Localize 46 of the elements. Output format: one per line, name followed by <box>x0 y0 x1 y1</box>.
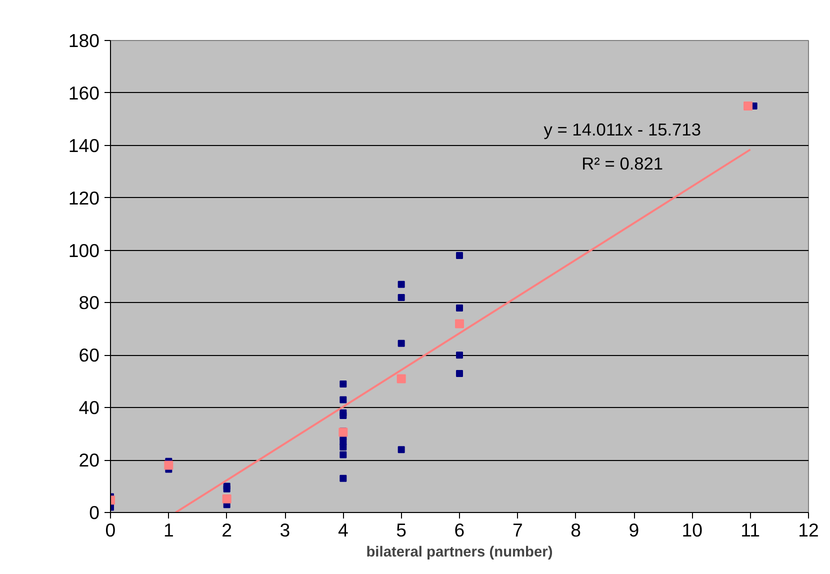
x-tick-label: 10 <box>682 520 703 540</box>
point <box>340 380 347 388</box>
point <box>456 370 463 378</box>
x-axis-title: bilateral partners (number) <box>366 544 553 560</box>
x-tick-label: 0 <box>105 520 116 540</box>
point <box>744 102 753 111</box>
point <box>340 396 347 404</box>
point <box>398 340 405 347</box>
point <box>455 319 464 328</box>
x-tick-label: 3 <box>280 520 290 540</box>
point <box>398 446 405 454</box>
point <box>164 460 174 470</box>
y-tick-label: 0 <box>89 502 100 523</box>
x-tick-label: 5 <box>396 520 407 540</box>
point <box>456 304 463 312</box>
y-tick-label: 140 <box>68 134 100 156</box>
point <box>398 280 405 288</box>
x-tick-label: 6 <box>454 520 465 540</box>
x-tick-label: 2 <box>222 520 232 540</box>
y-tick-label: 160 <box>68 82 100 104</box>
y-tick-label: 80 <box>78 292 100 314</box>
x-tick-label: 9 <box>628 520 640 540</box>
point <box>223 485 230 492</box>
point <box>340 412 347 419</box>
y-tick-label: 40 <box>78 397 100 418</box>
y-tick-label: 20 <box>78 450 100 471</box>
y-tick-label: 100 <box>68 240 100 261</box>
annotation: R² = 0.821 <box>582 154 664 174</box>
point <box>396 374 406 384</box>
point <box>222 494 232 504</box>
point <box>340 443 347 450</box>
y-tick-label: 180 <box>68 30 100 51</box>
x-tick-label: 4 <box>338 520 348 540</box>
x-tick-label: 11 <box>740 520 760 540</box>
x-tick-label: 8 <box>570 520 582 540</box>
x-tick-label: 1 <box>163 520 174 540</box>
point <box>340 451 347 458</box>
annotation: y = 14.011x - 15.713 <box>544 120 701 140</box>
x-tick-label: 7 <box>512 520 523 540</box>
point <box>456 252 463 260</box>
point <box>456 352 463 359</box>
x-tick-label: 12 <box>798 520 819 540</box>
point <box>340 474 347 482</box>
point <box>398 294 405 301</box>
y-tick-label: 120 <box>68 187 100 208</box>
y-tick-label: 60 <box>78 344 100 366</box>
